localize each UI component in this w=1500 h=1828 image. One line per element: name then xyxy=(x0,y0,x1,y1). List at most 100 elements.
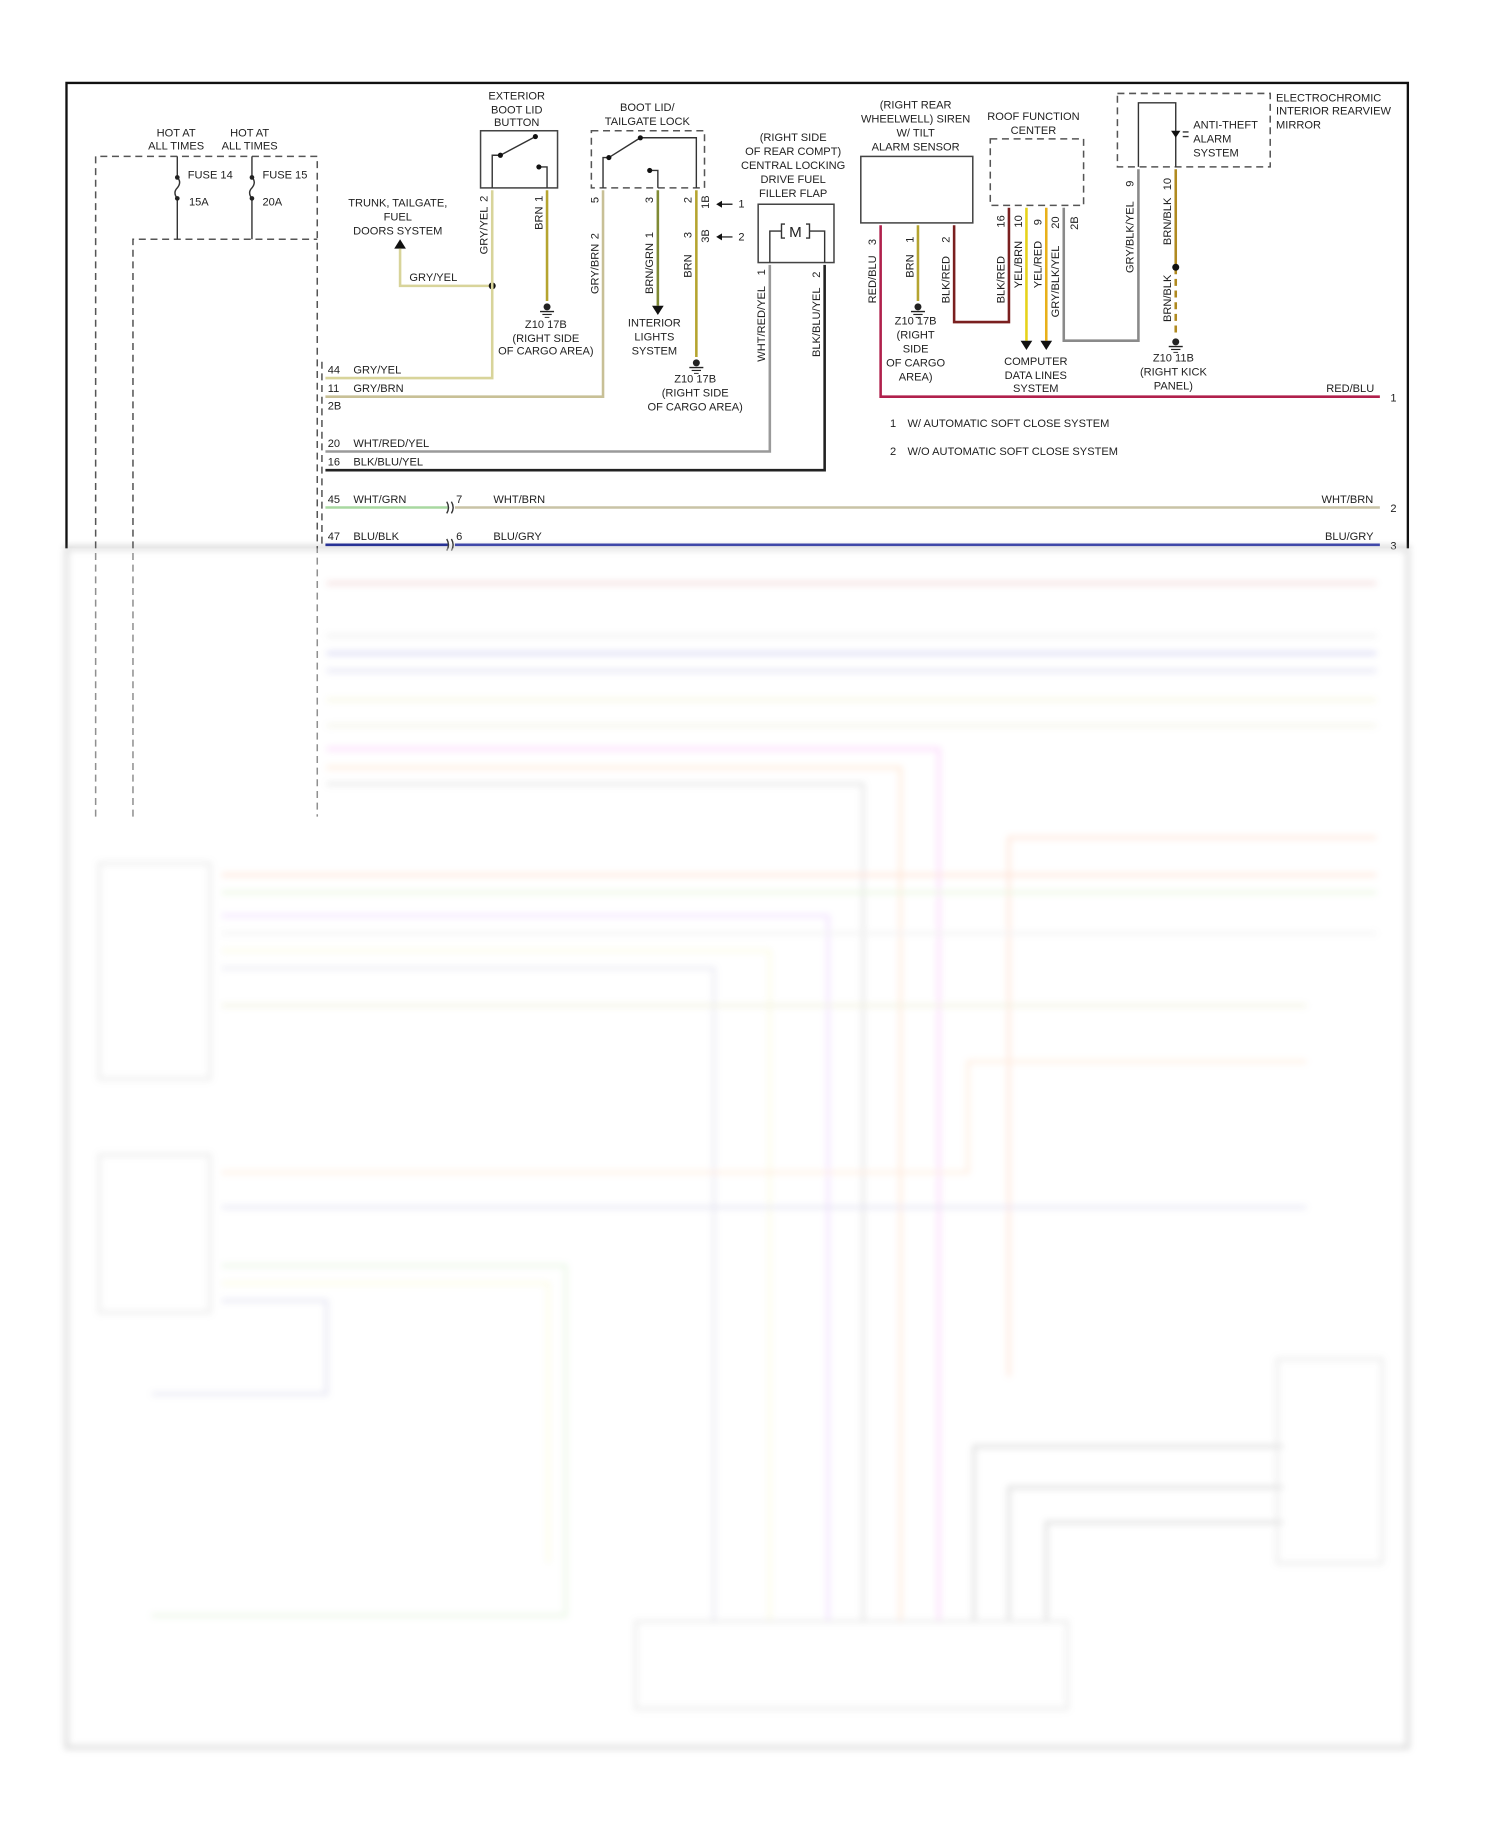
svg-text:(RIGHT SIDE: (RIGHT SIDE xyxy=(760,132,827,144)
svg-text:(RIGHT SIDE: (RIGHT SIDE xyxy=(512,333,579,345)
svg-text:GRY/BRN: GRY/BRN xyxy=(353,383,403,395)
svg-text:COMPUTER: COMPUTER xyxy=(1004,356,1067,368)
svg-text:GRY/BLK/YEL: GRY/BLK/YEL xyxy=(1050,246,1062,318)
fuel-filler-flap-drive: (RIGHT SIDE OF REAR COMPT) CENTRAL LOCKI… xyxy=(325,132,845,472)
svg-text:PANEL): PANEL) xyxy=(1154,381,1193,393)
svg-text:16: 16 xyxy=(328,457,340,469)
svg-text:GRY/BRN: GRY/BRN xyxy=(589,244,601,294)
svg-text:INTERIOR REARVIEW: INTERIOR REARVIEW xyxy=(1276,105,1391,117)
svg-text:2: 2 xyxy=(890,446,896,458)
svg-text:BOOT LID/: BOOT LID/ xyxy=(620,102,676,114)
svg-text:BRN/BLK: BRN/BLK xyxy=(1162,274,1174,322)
svg-text:MIRROR: MIRROR xyxy=(1276,119,1321,131)
svg-text:3: 3 xyxy=(867,239,879,245)
svg-text:BLU/BLK: BLU/BLK xyxy=(353,531,399,543)
hot-label: ALL TIMES xyxy=(148,140,204,152)
svg-text:BLU/GRY: BLU/GRY xyxy=(493,531,542,543)
wire-wht-red-yel xyxy=(325,264,772,453)
svg-text:Z10 17B: Z10 17B xyxy=(895,315,937,327)
svg-text:11: 11 xyxy=(328,383,340,395)
svg-text:DRIVE FUEL: DRIVE FUEL xyxy=(761,174,826,186)
svg-text:GRY/YEL: GRY/YEL xyxy=(353,364,401,376)
svg-text:BLK/RED: BLK/RED xyxy=(995,256,1007,303)
svg-text:EXTERIOR: EXTERIOR xyxy=(488,90,545,102)
svg-text:3: 3 xyxy=(644,197,656,203)
svg-text:1: 1 xyxy=(644,232,656,238)
svg-text:(RIGHT SIDE: (RIGHT SIDE xyxy=(662,388,729,400)
svg-text:2: 2 xyxy=(479,196,491,202)
svg-text:OF CARGO: OF CARGO xyxy=(886,357,945,369)
svg-text:3B: 3B xyxy=(700,229,712,243)
svg-text:ALARM: ALARM xyxy=(1193,133,1231,145)
svg-text:1: 1 xyxy=(1390,392,1396,404)
svg-text:TRUNK, TAILGATE,: TRUNK, TAILGATE, xyxy=(348,198,447,210)
svg-text:9: 9 xyxy=(1125,181,1137,187)
svg-text:10: 10 xyxy=(1162,178,1174,190)
ground-icon xyxy=(688,358,705,375)
svg-text:GRY/YEL: GRY/YEL xyxy=(479,207,491,255)
svg-text:WHEELWELL) SIREN: WHEELWELL) SIREN xyxy=(861,114,970,126)
svg-text:OF CARGO AREA): OF CARGO AREA) xyxy=(498,346,593,358)
wire-blk-red xyxy=(952,207,1011,324)
svg-text:5: 5 xyxy=(589,197,601,203)
svg-text:9: 9 xyxy=(1033,219,1045,225)
svg-text:20: 20 xyxy=(1050,216,1062,228)
svg-text:1: 1 xyxy=(756,269,768,275)
wire-gry-brn xyxy=(325,190,605,398)
right-edge-labels: RED/BLU 1 WHT/BRN 2 BLU/GRY 3 xyxy=(1322,383,1397,552)
wire-gry-blk-yel xyxy=(1062,169,1140,342)
exterior-boot-lid-button: EXTERIOR BOOT LID BUTTON 2 GRY/YEL 1 BRN… xyxy=(325,90,594,380)
svg-text:2: 2 xyxy=(1390,503,1396,515)
svg-text:WHT/BRN: WHT/BRN xyxy=(1322,494,1374,506)
svg-text:W/ AUTOMATIC SOFT CLOSE SYSTEM: W/ AUTOMATIC SOFT CLOSE SYSTEM xyxy=(907,418,1109,430)
trunk-system-ref: TRUNK, TAILGATE, FUEL DOORS SYSTEM GRY/Y… xyxy=(348,198,496,290)
svg-text:BLU/GRY: BLU/GRY xyxy=(1325,531,1374,543)
svg-text:45: 45 xyxy=(328,494,340,506)
svg-text:Z10 17B: Z10 17B xyxy=(525,319,567,331)
svg-text:DATA LINES: DATA LINES xyxy=(1005,370,1067,382)
svg-text:(RIGHT: (RIGHT xyxy=(897,329,935,341)
svg-text:2B: 2B xyxy=(1069,216,1081,230)
svg-text:BRN: BRN xyxy=(904,254,916,277)
fuse-block: HOT AT ALL TIMES HOT AT ALL TIMES FUSE 1… xyxy=(94,128,319,817)
svg-text:RED/BLU: RED/BLU xyxy=(867,255,879,303)
svg-text:FUEL: FUEL xyxy=(384,212,412,224)
svg-text:2: 2 xyxy=(940,237,952,243)
svg-text:LIGHTS: LIGHTS xyxy=(634,332,674,344)
svg-text:ROOF FUNCTION: ROOF FUNCTION xyxy=(987,111,1079,123)
svg-text:CENTER: CENTER xyxy=(1011,125,1057,137)
svg-text:3: 3 xyxy=(1390,540,1396,552)
svg-text:WHT/RED/YEL: WHT/RED/YEL xyxy=(353,438,429,450)
svg-text:GRY/YEL: GRY/YEL xyxy=(409,272,457,284)
siren-tilt-alarm-sensor: (RIGHT REAR WHEELWELL) SIREN W/ TILT ALA… xyxy=(860,100,1380,398)
svg-text:RED/BLU: RED/BLU xyxy=(1326,383,1374,395)
roof-function-center: ROOF FUNCTION CENTER 16 10 9 20 2B BLK/R… xyxy=(987,111,1140,395)
wire-gry-yel xyxy=(325,190,494,380)
svg-text:TAILGATE LOCK: TAILGATE LOCK xyxy=(605,116,691,128)
svg-text:FILLER FLAP: FILLER FLAP xyxy=(759,188,827,200)
svg-text:Z10 11B: Z10 11B xyxy=(1153,353,1194,365)
splice-dot xyxy=(1172,263,1180,271)
wire-red-blu xyxy=(879,225,1380,398)
svg-text:GRY/BLK/YEL: GRY/BLK/YEL xyxy=(1125,201,1137,273)
svg-text:YEL/BRN: YEL/BRN xyxy=(1013,241,1025,288)
fuse-15-label: FUSE 15 xyxy=(262,170,307,182)
hot-label: ALL TIMES xyxy=(222,140,278,152)
svg-text:OF CARGO AREA): OF CARGO AREA) xyxy=(647,402,742,414)
fuse-15-amp: 20A xyxy=(262,196,282,208)
svg-text:BRN/GRN: BRN/GRN xyxy=(644,243,656,294)
fuse-14-amp: 15A xyxy=(189,196,209,208)
wire-gry-yel-branch xyxy=(398,248,493,288)
svg-text:2B: 2B xyxy=(328,401,342,413)
svg-text:1: 1 xyxy=(533,196,545,202)
fuse-14-label: FUSE 14 xyxy=(188,170,233,182)
arrow-up-icon xyxy=(394,239,406,249)
svg-text:SYSTEM: SYSTEM xyxy=(1013,383,1059,395)
svg-text:2: 2 xyxy=(683,197,695,203)
arrow-down-icon xyxy=(1040,340,1053,351)
svg-text:(RIGHT KICK: (RIGHT KICK xyxy=(1140,367,1207,379)
blur-overlay xyxy=(58,548,1424,1762)
boot-lid-tailgate-lock: BOOT LID/ TAILGATE LOCK 5 3 2 1B 3B 1 2 … xyxy=(325,102,745,414)
svg-text:1: 1 xyxy=(904,237,916,243)
ground-icon xyxy=(539,302,555,319)
